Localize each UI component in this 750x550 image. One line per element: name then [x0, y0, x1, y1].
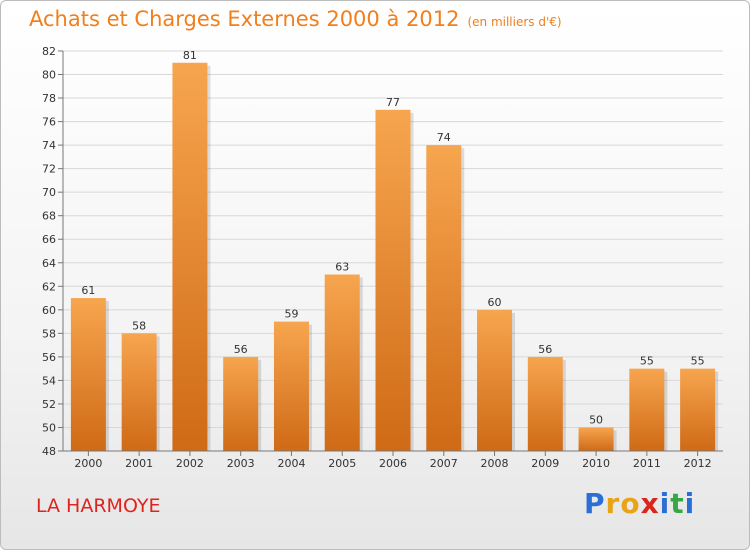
y-tick-label: 76 — [42, 116, 56, 129]
y-tick-label: 64 — [42, 257, 56, 270]
x-tick-label: 2011 — [633, 457, 661, 470]
y-tick-label: 60 — [42, 304, 56, 317]
chart-title-text: Achats et Charges Externes 2000 à 2012 — [29, 7, 460, 31]
logo-letter: t — [670, 487, 685, 520]
x-tick-label: 2007 — [430, 457, 458, 470]
y-tick-label: 80 — [42, 69, 56, 82]
y-tick-label: 48 — [42, 445, 56, 458]
bar — [527, 356, 563, 451]
bar — [70, 298, 106, 451]
bar — [426, 145, 462, 451]
data-label: 58 — [132, 319, 146, 332]
logo-letter: i — [659, 487, 671, 520]
y-tick-label: 70 — [42, 186, 56, 199]
bar — [223, 356, 259, 451]
logo-letter: i — [684, 487, 696, 520]
data-label: 55 — [640, 355, 654, 368]
x-tick-label: 2004 — [277, 457, 305, 470]
data-label: 77 — [386, 96, 400, 109]
data-label: 63 — [335, 261, 349, 274]
bar — [680, 368, 716, 451]
bar — [273, 321, 309, 451]
y-tick-label: 52 — [42, 398, 56, 411]
place-name: LA HARMOYE — [36, 495, 161, 517]
x-tick-label: 2012 — [684, 457, 712, 470]
logo-letter: x — [640, 487, 660, 520]
x-tick-label: 2010 — [582, 457, 610, 470]
logo-letter: o — [620, 487, 641, 520]
chart-title: Achats et Charges Externes 2000 à 2012 (e… — [29, 7, 562, 31]
data-label: 50 — [589, 413, 603, 426]
chart-title-unit: (en milliers d'€) — [467, 15, 562, 29]
y-tick-label: 58 — [42, 327, 56, 340]
x-tick-label: 2002 — [176, 457, 204, 470]
y-tick-label: 68 — [42, 210, 56, 223]
y-tick-label: 56 — [42, 351, 56, 364]
bar — [375, 109, 411, 451]
x-tick-label: 2001 — [125, 457, 153, 470]
x-tick-label: 2005 — [328, 457, 356, 470]
data-label: 60 — [488, 296, 502, 309]
y-tick-label: 54 — [42, 374, 56, 387]
proxiti-logo: Proxiti — [584, 487, 695, 520]
x-tick-label: 2008 — [481, 457, 509, 470]
data-label: 59 — [284, 308, 298, 321]
data-label: 74 — [437, 131, 451, 144]
x-tick-label: 2003 — [227, 457, 255, 470]
bar — [629, 368, 665, 451]
data-label: 61 — [81, 284, 95, 297]
x-tick-label: 2006 — [379, 457, 407, 470]
x-tick-label: 2000 — [74, 457, 102, 470]
y-tick-label: 82 — [42, 45, 56, 58]
logo-letter: P — [584, 487, 606, 520]
logo-letter: r — [605, 487, 621, 520]
bar — [172, 62, 208, 451]
bars: 61 58 81 56 59 63 77 74 60 56 50 55 55 — [70, 49, 719, 451]
bar — [477, 309, 513, 451]
data-label: 56 — [538, 343, 552, 356]
axes: 48 50 52 54 56 58 60 62 64 66 68 70 72 74 76 78 80 82 2000… — [42, 45, 723, 470]
bar — [324, 274, 360, 451]
data-label: 55 — [691, 355, 705, 368]
y-tick-label: 66 — [42, 233, 56, 246]
y-tick-label: 50 — [42, 421, 56, 434]
y-tick-label: 78 — [42, 92, 56, 105]
y-tick-label: 72 — [42, 163, 56, 176]
x-tick-label: 2009 — [531, 457, 559, 470]
y-tick-label: 62 — [42, 280, 56, 293]
bar — [121, 333, 157, 451]
y-tick-label: 74 — [42, 139, 56, 152]
data-label: 56 — [234, 343, 248, 356]
data-label: 81 — [183, 49, 197, 62]
bar — [578, 427, 614, 451]
